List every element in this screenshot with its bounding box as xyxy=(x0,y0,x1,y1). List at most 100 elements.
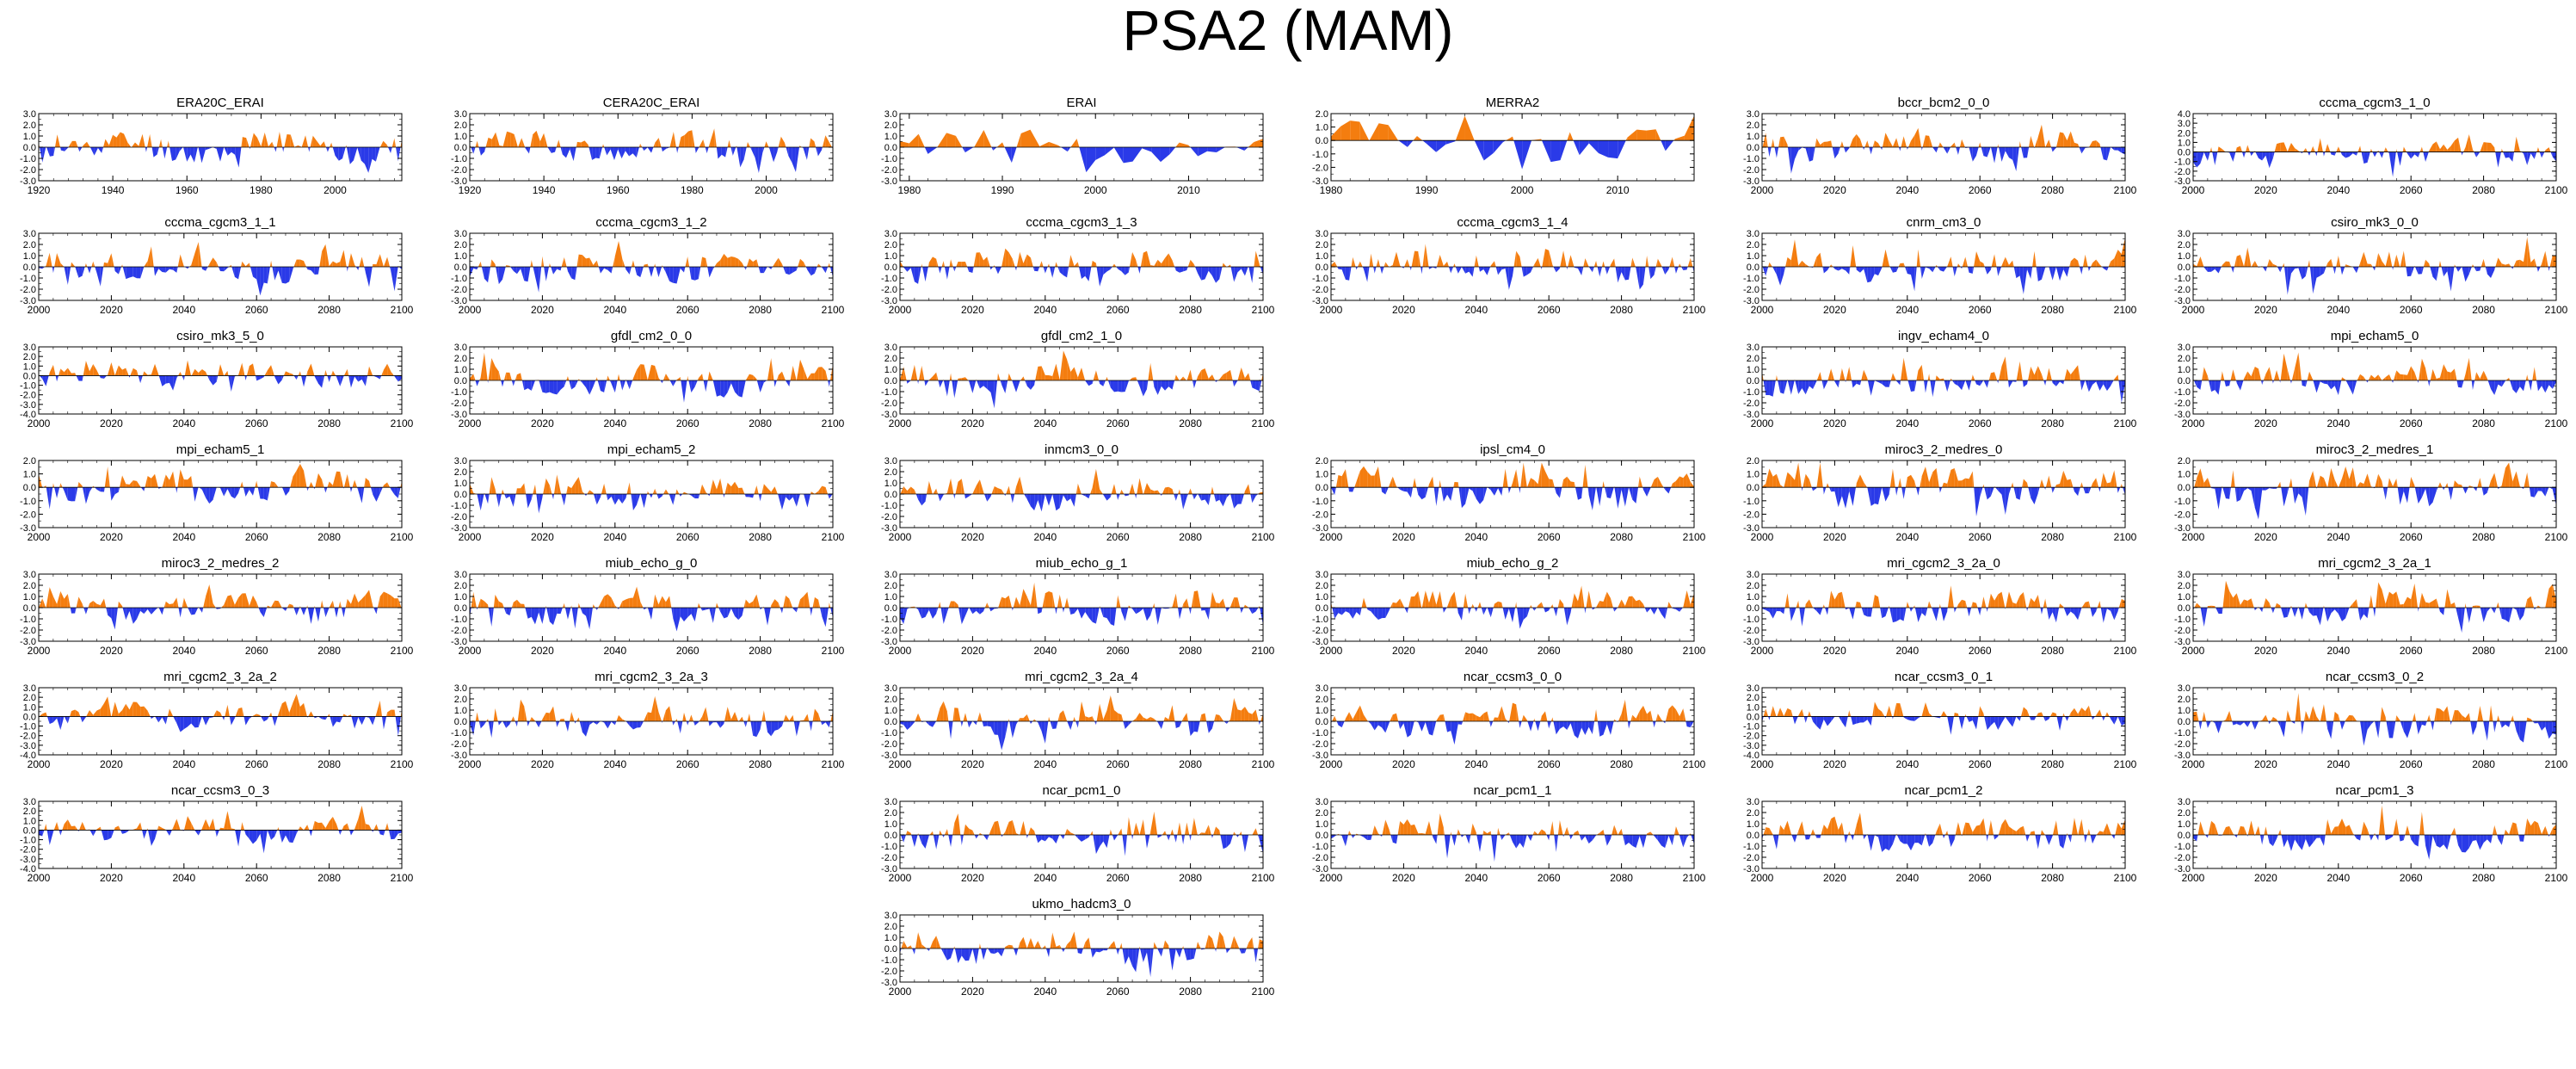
area-segment xyxy=(2340,267,2343,275)
area-segment xyxy=(1340,120,1351,141)
area-segment xyxy=(2225,380,2230,387)
area-segment xyxy=(1358,261,1360,267)
area-segment xyxy=(804,368,808,380)
area-segment xyxy=(631,260,633,267)
area-segment xyxy=(2041,267,2046,280)
area-segment xyxy=(268,141,273,147)
area-segment xyxy=(2360,251,2364,267)
area-segment xyxy=(1556,267,1560,273)
area-segment xyxy=(1769,262,1772,267)
area-segment xyxy=(162,375,166,386)
area-segment xyxy=(2418,267,2422,275)
area-segment xyxy=(914,364,918,380)
area-segment xyxy=(2200,380,2203,390)
area-segment xyxy=(2209,380,2212,392)
area-segment xyxy=(1382,267,1384,275)
area-segment xyxy=(1012,258,1015,267)
area-segment xyxy=(306,371,308,376)
area-segment xyxy=(1838,380,1840,388)
area-segment xyxy=(1939,142,1944,147)
area-segment xyxy=(676,376,681,380)
chart-panel: ERAI 3.0 2.0 1.0 0.0 -1.0 -2.0 -3.0 1980 1990 2000… xyxy=(861,91,1283,196)
area-segment xyxy=(332,370,336,376)
area-segment xyxy=(2454,137,2459,152)
area-segment xyxy=(138,375,141,384)
area-segment xyxy=(604,147,607,156)
area-segment xyxy=(1001,248,1006,267)
area-segment xyxy=(1476,255,1479,267)
area-segment xyxy=(355,267,359,271)
area-segment xyxy=(2291,368,2296,380)
area-segment xyxy=(662,494,663,497)
area-segment xyxy=(2334,380,2339,396)
area-segment xyxy=(2542,151,2545,158)
area-segment xyxy=(932,372,937,380)
area-segment xyxy=(636,147,639,158)
area-segment xyxy=(1195,267,1199,274)
area-segment xyxy=(250,267,253,277)
area-segment xyxy=(1414,250,1419,267)
area-segment xyxy=(361,487,365,504)
area-segment xyxy=(364,147,369,173)
area-segment xyxy=(567,376,570,380)
area-segment xyxy=(1174,374,1176,380)
area-segment xyxy=(973,252,977,267)
area-segment xyxy=(536,494,539,514)
area-segment xyxy=(809,138,811,147)
chart-panel: cccma_cgcm3_1_0 4.0 3.0 2.0 1.0 0.0 -1.0 -2.0 -3… xyxy=(2154,91,2576,196)
area-segment xyxy=(173,375,177,391)
area-segment xyxy=(1506,136,1513,141)
area-segment xyxy=(1208,267,1212,276)
area-segment xyxy=(2403,146,2407,152)
x-tick-label: 2000 xyxy=(28,531,51,543)
area-segment xyxy=(2287,369,2290,380)
area-segment xyxy=(1252,380,1256,390)
y-tick-label: 0.0 xyxy=(1316,136,1328,146)
area-segment xyxy=(161,139,163,147)
area-segment xyxy=(1579,140,1589,156)
area-segment xyxy=(216,262,219,267)
area-segment xyxy=(1898,263,1901,267)
area-segment xyxy=(1998,267,2002,276)
area-segment xyxy=(1996,267,1999,276)
y-tick-label: -1.0 xyxy=(2174,387,2191,398)
area-segment xyxy=(1552,264,1554,267)
area-segment xyxy=(542,256,545,267)
area-segment xyxy=(1956,147,1958,155)
area-segment xyxy=(1367,267,1370,282)
area-segment xyxy=(379,375,382,380)
area-segment xyxy=(1636,267,1640,290)
area-segment xyxy=(2498,257,2502,267)
area-segment xyxy=(2055,132,2061,147)
area-segment xyxy=(1850,245,1853,267)
area-segment xyxy=(1390,264,1393,267)
area-segment xyxy=(1241,267,1245,276)
area-segment xyxy=(735,481,739,494)
area-segment xyxy=(2509,263,2511,267)
area-segment xyxy=(2382,377,2386,380)
area-segment xyxy=(662,147,667,152)
area-segment xyxy=(142,371,145,376)
area-segment xyxy=(1099,380,1100,384)
x-tick-label: 1940 xyxy=(533,184,556,196)
area-segment xyxy=(774,380,777,387)
area-segment xyxy=(2454,264,2456,267)
area-segment xyxy=(1899,147,1901,151)
area-segment xyxy=(2272,151,2275,158)
area-segment xyxy=(59,147,61,151)
panel-title: cccma_cgcm3_1_2 xyxy=(595,215,706,230)
area-segment xyxy=(814,141,817,147)
area-segment xyxy=(2545,380,2549,393)
area-segment xyxy=(2512,380,2517,393)
area-segment xyxy=(281,375,284,380)
area-segment xyxy=(771,267,773,269)
area-segment xyxy=(927,147,938,154)
area-segment xyxy=(1846,147,1850,153)
area-segment xyxy=(1012,494,1015,504)
area-segment xyxy=(1596,260,1598,267)
area-segment xyxy=(527,380,532,391)
area-segment xyxy=(382,485,384,488)
area-segment xyxy=(1363,267,1368,282)
area-segment xyxy=(828,494,829,499)
